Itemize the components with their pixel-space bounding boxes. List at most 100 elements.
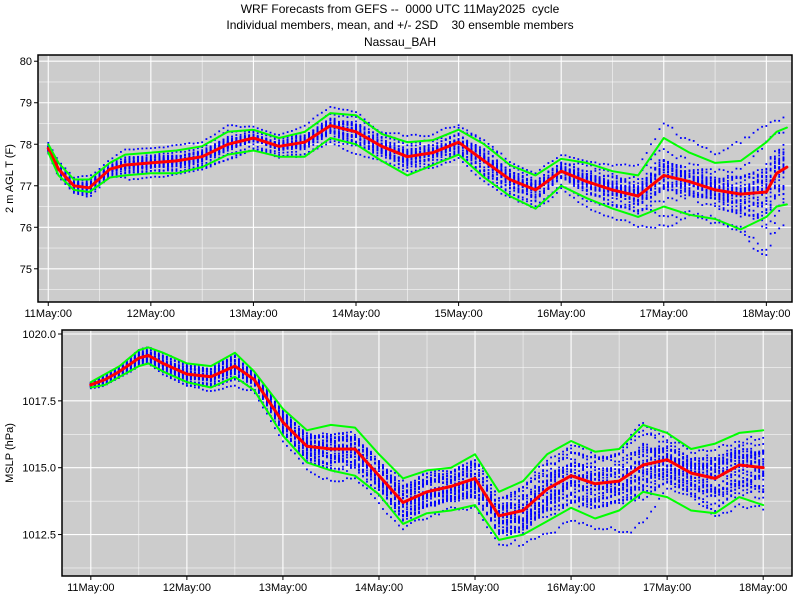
member-point: [171, 154, 174, 157]
member-point: [47, 145, 50, 148]
member-point: [778, 132, 781, 134]
member-point: [735, 141, 738, 143]
member-point: [590, 200, 592, 203]
member-point: [149, 156, 152, 159]
member-point: [444, 144, 447, 147]
member-point: [423, 146, 426, 148]
member-point: [645, 194, 648, 197]
member-point: [778, 161, 781, 164]
member-point: [192, 163, 195, 166]
member-point: [432, 159, 434, 161]
member-point: [662, 183, 665, 186]
member-point: [701, 168, 704, 171]
member-point: [752, 217, 755, 220]
member-point: [735, 199, 738, 202]
member-point: [449, 152, 451, 155]
member-point: [722, 194, 725, 197]
member-point: [406, 164, 409, 167]
member-point: [658, 189, 661, 192]
member-point: [765, 125, 768, 127]
member-point: [98, 186, 101, 189]
member-point: [722, 193, 725, 196]
member-point: [556, 157, 558, 159]
member-point: [402, 165, 404, 168]
member-point: [598, 212, 601, 214]
member-point: [171, 156, 174, 158]
member-point: [226, 124, 229, 127]
member-point: [748, 240, 751, 243]
member-point: [761, 219, 763, 222]
member-point: [282, 151, 285, 154]
member-point: [551, 183, 554, 186]
member-point: [316, 128, 319, 131]
member-point: [278, 141, 280, 144]
member-point: [68, 175, 71, 178]
member-point: [226, 141, 229, 144]
member-point: [423, 150, 426, 153]
member-point: [778, 189, 781, 192]
member-point: [393, 142, 396, 145]
member-point: [526, 193, 528, 196]
member-point: [752, 213, 755, 216]
member-point: [90, 195, 92, 197]
member-point: [538, 190, 541, 193]
member-point: [188, 149, 191, 152]
member-point: [774, 119, 776, 122]
member-point: [667, 165, 669, 167]
member-point: [432, 156, 434, 158]
member-point: [748, 235, 751, 238]
member-point: [534, 184, 537, 187]
member-point: [376, 149, 379, 152]
member-point: [641, 209, 644, 212]
member-point: [432, 133, 434, 136]
member-point: [688, 190, 691, 193]
member-point: [748, 200, 751, 203]
member-point: [568, 156, 571, 158]
member-point: [359, 143, 362, 145]
member-point: [436, 145, 439, 147]
member-point: [410, 161, 413, 164]
member-point: [513, 176, 516, 179]
member-point: [487, 156, 490, 159]
member-point: [81, 183, 84, 186]
member-point: [765, 212, 768, 214]
member-point: [538, 201, 541, 204]
member-point: [735, 187, 738, 190]
member-point: [637, 188, 640, 191]
member-point: [671, 183, 674, 186]
member-point: [645, 152, 648, 154]
member-point: [393, 148, 396, 151]
member-point: [705, 181, 708, 184]
member-point: [714, 205, 716, 207]
member-point: [620, 196, 622, 198]
member-point: [312, 141, 315, 144]
member-point: [756, 250, 759, 252]
member-point: [620, 187, 622, 190]
member-point: [432, 147, 434, 150]
member-point: [718, 208, 721, 211]
member-point: [739, 187, 742, 190]
member-point: [291, 153, 293, 156]
member-point: [556, 177, 558, 180]
member-point: [508, 190, 511, 193]
member-point: [671, 188, 674, 191]
member-point: [688, 192, 691, 195]
member-point: [658, 187, 661, 190]
member-point: [222, 140, 225, 143]
member-point: [410, 151, 413, 154]
member-point: [273, 141, 276, 144]
member-point: [158, 166, 161, 168]
member-point: [679, 191, 682, 194]
member-point: [205, 138, 208, 140]
member-point: [303, 124, 306, 127]
member-point: [504, 179, 507, 182]
member-point: [739, 142, 742, 145]
member-point: [487, 166, 490, 168]
member-point: [393, 164, 396, 167]
member-point: [632, 198, 635, 201]
member-point: [662, 166, 665, 169]
member-point: [692, 169, 695, 171]
member-point: [538, 180, 541, 183]
member-point: [504, 173, 507, 175]
member-point: [359, 123, 362, 126]
